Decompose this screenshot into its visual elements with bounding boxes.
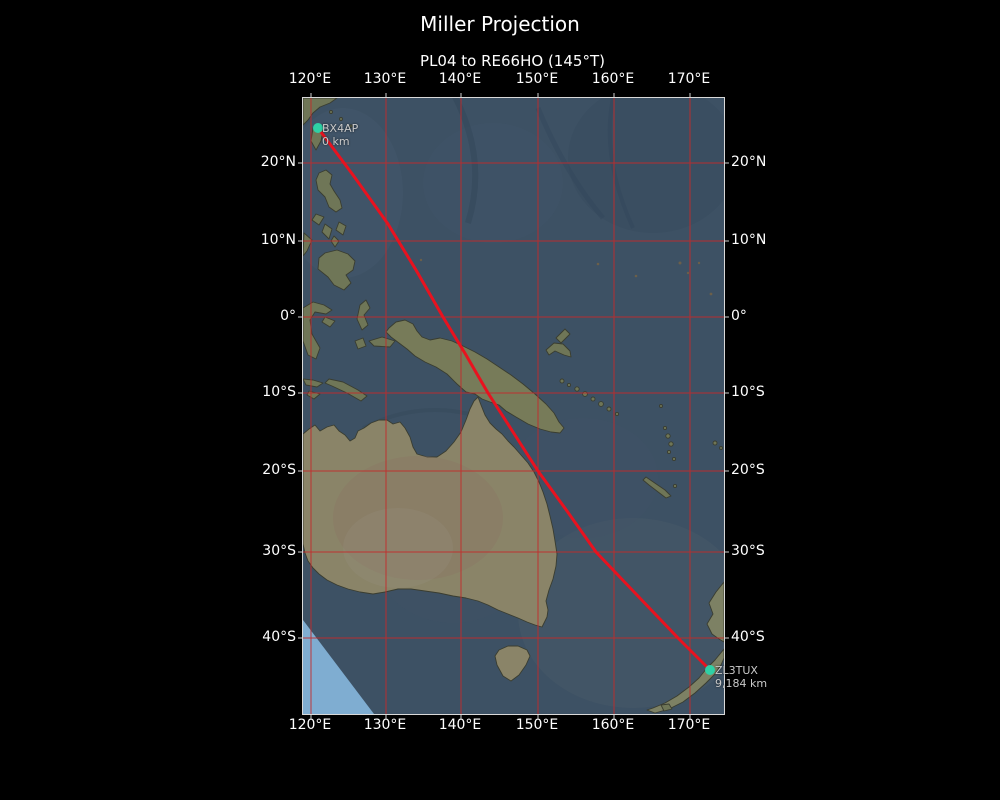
land-nz-north-island — [706, 581, 724, 643]
lon-label-bottom: 120°E — [288, 717, 332, 733]
start-callsign: BX4AP — [322, 122, 359, 135]
map-canvas — [298, 93, 729, 719]
lat-label-right: 40°S — [731, 629, 765, 645]
lat-label-left: 40°S — [262, 629, 296, 645]
land-timor — [324, 378, 368, 402]
lat-label-left: 0° — [280, 308, 296, 324]
land-luzon — [315, 169, 343, 213]
lat-label-left: 10°N — [260, 232, 296, 248]
map-svg — [298, 93, 729, 719]
axis-ticks — [298, 93, 729, 719]
land-nz-south-island — [646, 648, 724, 714]
lon-label-bottom: 150°E — [515, 717, 559, 733]
lon-label-top: 130°E — [363, 71, 407, 87]
lon-label-top: 140°E — [438, 71, 482, 87]
land-australia — [303, 396, 558, 628]
lat-label-right: 10°N — [731, 232, 767, 248]
land-new-britain — [545, 342, 572, 358]
lat-label-right: 20°S — [731, 462, 765, 478]
lat-label-left: 20°S — [262, 462, 296, 478]
lat-label-left: 30°S — [262, 543, 296, 559]
land-new-caledonia — [642, 476, 672, 499]
start-distance: 0 km — [322, 135, 350, 148]
land-new-guinea — [385, 319, 565, 434]
lat-label-left: 20°N — [260, 154, 296, 170]
end-callsign: ZL3TUX — [715, 664, 758, 677]
lon-label-top: 120°E — [288, 71, 332, 87]
lon-label-bottom: 140°E — [438, 717, 482, 733]
route-start-label: BX4AP 0 km — [322, 122, 358, 148]
land-mindanao — [317, 249, 356, 291]
route-end-marker — [705, 665, 715, 675]
lat-label-left: 10°S — [262, 384, 296, 400]
route-line — [316, 126, 712, 672]
lon-label-bottom: 160°E — [591, 717, 635, 733]
land-palawan — [303, 232, 313, 257]
lat-label-right: 30°S — [731, 543, 765, 559]
map-title: Miller Projection — [420, 12, 580, 36]
land-sulawesi — [303, 301, 333, 360]
route-start-marker — [313, 123, 323, 133]
lon-label-top: 160°E — [591, 71, 635, 87]
lon-label-top: 170°E — [667, 71, 711, 87]
lon-label-bottom: 130°E — [363, 717, 407, 733]
lon-label-top: 150°E — [515, 71, 559, 87]
land-halmahera — [356, 299, 371, 331]
lat-label-right: 20°N — [731, 154, 767, 170]
lat-label-right: 0° — [731, 308, 747, 324]
end-distance: 9,184 km — [715, 677, 768, 690]
route-end-label: ZL3TUX 9,184 km — [715, 664, 767, 690]
lon-label-bottom: 170°E — [667, 717, 711, 733]
graticule — [303, 98, 724, 714]
land-tasmania — [494, 645, 531, 682]
map-subtitle: PL04 to RE66HO (145°T) — [420, 52, 605, 70]
map-edge-sea-wedge — [303, 620, 374, 714]
lat-label-right: 10°S — [731, 384, 765, 400]
